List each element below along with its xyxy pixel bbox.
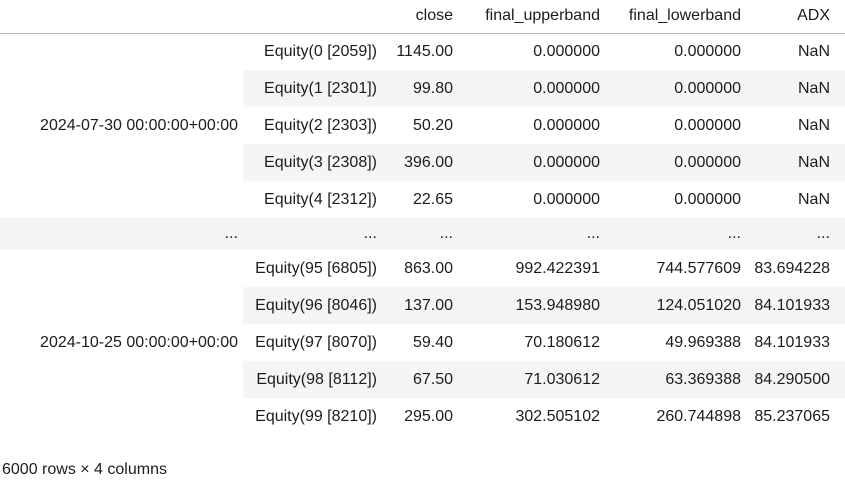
- dataframe-header: close final_upperband final_lowerband AD…: [0, 0, 845, 34]
- cell-final-upperband: 153.948980: [458, 287, 605, 324]
- cell-final-lowerband: 0.000000: [674, 190, 741, 208]
- cell-final-lowerband: 63.369388: [605, 361, 746, 398]
- cell-adx: 84.101933: [754, 333, 830, 351]
- header-row: close final_upperband final_lowerband AD…: [0, 0, 845, 34]
- cell-close: 59.40: [412, 333, 453, 351]
- cell-adx: 84.101933: [746, 287, 845, 324]
- cell-adx: NaN: [797, 116, 830, 134]
- cell-final-lowerband: 0.000000: [605, 144, 746, 181]
- cell-final-lowerband: 260.744898: [656, 407, 741, 425]
- dataframe-body: 2024-07-30 00:00:00+00:00 Equity(0 [2059…: [0, 33, 845, 435]
- cell-final-upperband: 71.030612: [458, 361, 605, 398]
- cell-adx: NaN: [746, 144, 845, 181]
- cell-final-upperband: 0.000000: [533, 42, 600, 60]
- row-index-equity: Equity(96 [8046]): [243, 287, 382, 324]
- row-index-date: ...: [0, 218, 243, 250]
- column-header-adx: ADX: [746, 0, 845, 34]
- dataframe-table: close final_upperband final_lowerband AD…: [0, 0, 845, 435]
- cell-final-upperband: 70.180612: [524, 333, 600, 351]
- row-index-equity: Equity(97 [8070]): [255, 333, 377, 351]
- cell-final-lowerband: 744.577609: [656, 259, 741, 277]
- row-index-equity: Equity(2 [2303]): [264, 116, 377, 134]
- table-row: Equity(3 [2308]) 396.00 0.000000 0.00000…: [0, 144, 845, 181]
- row-index-equity: Equity(3 [2308]): [243, 144, 382, 181]
- header-index-date-blank: [0, 0, 243, 34]
- table-row: 2024-10-25 00:00:00+00:00 Equity(95 [680…: [0, 250, 845, 435]
- table-row: 2024-07-30 00:00:00+00:00 Equity(0 [2059…: [0, 33, 845, 218]
- header-index-equity-blank: [243, 0, 382, 34]
- column-header-close: close: [382, 0, 458, 34]
- table-row-ellipsis: ... ... ... ... ... ...: [0, 218, 845, 250]
- cell-adx: 85.237065: [754, 407, 830, 425]
- column-header-final-lowerband: final_lowerband: [605, 0, 746, 34]
- column-header-final-upperband: final_upperband: [458, 0, 605, 34]
- dataframe-shape-summary: 6000 rows × 4 columns: [2, 461, 167, 478]
- cell-close: 396.00: [382, 144, 458, 181]
- table-row: Equity(99 [8210]) 295.00 302.505102 260.…: [0, 398, 845, 435]
- cell-final-upperband: 0.000000: [533, 116, 600, 134]
- row-index-equity: ...: [243, 218, 382, 250]
- cell-close: 295.00: [404, 407, 453, 425]
- cell-final-lowerband: 49.969388: [665, 333, 741, 351]
- cell-close: 863.00: [404, 259, 453, 277]
- row-index-equity: Equity(95 [6805]): [255, 259, 377, 277]
- cell-adx: 83.694228: [754, 259, 830, 277]
- row-index-equity: Equity(0 [2059]): [264, 42, 377, 60]
- table-row: Equity(96 [8046]) 137.00 153.948980 124.…: [0, 287, 845, 324]
- table-row: Equity(98 [8112]) 67.50 71.030612 63.369…: [0, 361, 845, 398]
- cell-final-upperband: 0.000000: [533, 190, 600, 208]
- cell-final-upperband: ...: [458, 218, 605, 250]
- cell-final-lowerband: 124.051020: [605, 287, 746, 324]
- cell-close: 50.20: [412, 116, 453, 134]
- cell-close: 22.65: [412, 190, 453, 208]
- cell-final-upperband: 992.422391: [515, 259, 600, 277]
- cell-final-lowerband: ...: [605, 218, 746, 250]
- cell-final-lowerband: 0.000000: [674, 42, 741, 60]
- row-index-equity: Equity(99 [8210]): [255, 407, 377, 425]
- cell-adx: ...: [746, 218, 845, 250]
- cell-final-upperband: 0.000000: [458, 70, 605, 107]
- row-index-date: 2024-07-30 00:00:00+00:00: [0, 33, 243, 218]
- cell-close: 1145.00: [396, 42, 453, 60]
- cell-final-lowerband: 0.000000: [674, 116, 741, 134]
- cell-final-lowerband: 0.000000: [605, 70, 746, 107]
- cell-adx: NaN: [797, 42, 830, 60]
- cell-adx: 84.290500: [746, 361, 845, 398]
- cell-adx: NaN: [797, 190, 830, 208]
- cell-close: 99.80: [382, 70, 458, 107]
- table-row: Equity(2 [2303]) 50.20 0.000000 0.000000…: [0, 107, 845, 144]
- cell-close: 137.00: [382, 287, 458, 324]
- cell-close: ...: [382, 218, 458, 250]
- row-index-equity: Equity(4 [2312]): [264, 190, 377, 208]
- cell-close: 67.50: [382, 361, 458, 398]
- table-row: Equity(97 [8070]) 59.40 70.180612 49.969…: [0, 324, 845, 361]
- cell-final-upperband: 0.000000: [458, 144, 605, 181]
- row-index-date: 2024-10-25 00:00:00+00:00: [0, 250, 243, 435]
- row-index-equity: Equity(98 [8112]): [243, 361, 382, 398]
- row-index-equity: Equity(1 [2301]): [243, 70, 382, 107]
- cell-adx: NaN: [746, 70, 845, 107]
- cell-final-upperband: 302.505102: [515, 407, 600, 425]
- table-row: Equity(4 [2312]) 22.65 0.000000 0.000000…: [0, 181, 845, 218]
- table-row: Equity(1 [2301]) 99.80 0.000000 0.000000…: [0, 70, 845, 107]
